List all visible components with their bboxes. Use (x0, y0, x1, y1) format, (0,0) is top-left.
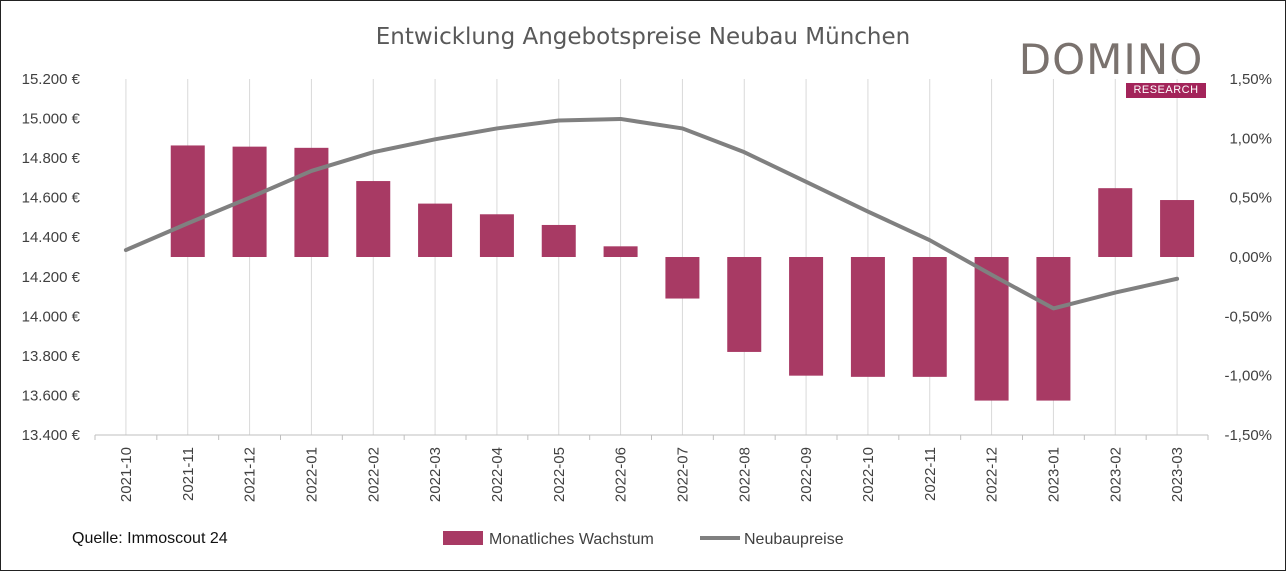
y-right-tick-label: -1,00% (1224, 368, 1272, 385)
bar (1098, 188, 1133, 257)
x-tick-label: 2022-02 (365, 447, 382, 502)
y-right-tick-label: 1,50% (1229, 71, 1272, 88)
x-tick-label: 2022-08 (736, 447, 753, 502)
x-tick-label: 2023-03 (1169, 447, 1186, 502)
x-tick-label: 2021-11 (180, 447, 197, 501)
logo-wordmark: DOMINO (1018, 35, 1204, 84)
bar (912, 257, 947, 377)
x-tick-label: 2022-11 (922, 447, 939, 501)
x-tick-label: 2022-03 (427, 447, 444, 502)
bar (541, 224, 576, 257)
y-left-tick-label: 13.600 € (22, 387, 81, 404)
legend-bar-swatch (443, 531, 483, 545)
x-tick-label: 2022-09 (798, 447, 815, 502)
x-tick-label: 2023-01 (1045, 447, 1062, 502)
bar (727, 257, 762, 352)
line-series (123, 116, 1180, 311)
bar (665, 257, 700, 299)
bar (1160, 200, 1195, 257)
bar (479, 214, 514, 257)
y-left-tick-label: 15.000 € (22, 111, 81, 128)
y-right-tick-label: 1,00% (1229, 130, 1272, 147)
legend: Monatliches Wachstum Neubaupreise (443, 531, 844, 548)
bar (170, 145, 205, 257)
bar (603, 246, 638, 257)
y-left-tick-label: 14.600 € (22, 190, 81, 207)
y-left-tick-label: 14.000 € (22, 308, 81, 325)
axes: 13.400 € 13.600 € 13.800 € 14.000 € 14.200 €… (22, 71, 1272, 502)
y-right-tick-label: -1,50% (1224, 427, 1272, 444)
grid-lines (125, 79, 1178, 435)
x-tick-label: 2021-10 (118, 447, 135, 502)
x-tick-label: 2022-07 (674, 447, 691, 502)
bar (1036, 257, 1071, 401)
x-tick-label: 2021-12 (242, 447, 259, 502)
source-note: Quelle: Immoscout 24 (72, 530, 228, 547)
y-left-tick-label: 14.200 € (22, 269, 81, 286)
bar (789, 257, 824, 376)
legend-line-label: Neubaupreise (744, 531, 844, 548)
y-left-tick-label: 13.800 € (22, 348, 81, 365)
x-tick-label: 2022-05 (551, 447, 568, 502)
x-tick-label: 2023-02 (1107, 447, 1124, 502)
bar (974, 257, 1009, 401)
bar (356, 181, 391, 257)
x-tick-label: 2022-10 (860, 447, 877, 502)
logo-subtitle: RESEARCH (1126, 83, 1206, 98)
y-right-tick-label: 0,50% (1229, 190, 1272, 207)
y-left-tick-label: 15.200 € (22, 71, 81, 88)
y-left-tick-label: 13.400 € (22, 427, 81, 444)
bar (850, 257, 885, 377)
chart-title: Entwicklung Angebotspreise Neubau Münche… (376, 24, 910, 50)
bar (294, 147, 329, 257)
y-left-tick-label: 14.800 € (22, 150, 81, 167)
x-tick-label: 2022-12 (984, 447, 1001, 502)
x-tick-label: 2022-04 (489, 447, 506, 502)
y-right-tick-label: -0,50% (1224, 308, 1272, 325)
x-tick-label: 2022-06 (613, 447, 630, 502)
line-series-path (123, 116, 1180, 311)
bar (418, 203, 453, 257)
legend-bar-label: Monatliches Wachstum (489, 531, 654, 548)
y-right-tick-label: 0,00% (1229, 249, 1272, 266)
x-tick-label: 2022-01 (303, 447, 320, 502)
y-left-tick-label: 14.400 € (22, 229, 81, 246)
